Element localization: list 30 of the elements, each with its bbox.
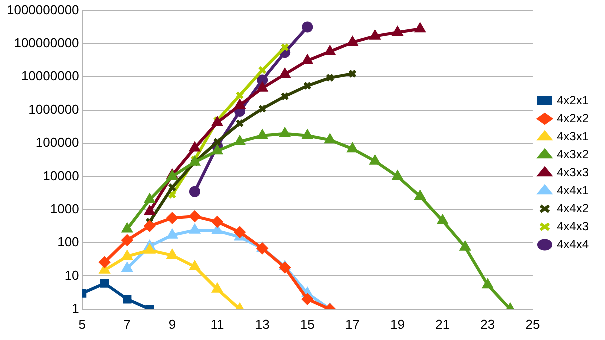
legend-label: 4x2x1	[556, 93, 590, 108]
x-tick-label: 15	[300, 316, 315, 332]
y-tick-label: 1000000	[28, 102, 80, 117]
legend-label: 4x2x2	[556, 111, 590, 126]
x-tick-label: 23	[480, 316, 496, 332]
x-tick-label: 17	[345, 316, 360, 332]
legend-label: 4x3x1	[556, 129, 590, 144]
legend-label: 4x4x2	[556, 201, 590, 216]
legend-label: 4x4x3	[556, 219, 590, 234]
y-tick-label: 10000000	[21, 68, 80, 84]
x-tick-label: 19	[390, 316, 406, 332]
y-tick-label: 100000	[36, 135, 80, 150]
legend-label: 4x3x3	[556, 165, 590, 180]
y-tick-label: 1000	[50, 201, 80, 216]
y-tick-label: 10000	[43, 168, 80, 184]
x-tick-label: 13	[255, 316, 270, 332]
y-tick-label: 1000000000	[6, 2, 80, 18]
x-tick-label: 21	[436, 316, 450, 332]
y-tick-label: 10	[64, 268, 80, 283]
y-tick-label: 100	[58, 234, 80, 250]
y-tick-label: 1	[72, 300, 80, 316]
legend-label: 4x4x1	[556, 183, 590, 198]
legend-label: 4x3x2	[556, 147, 590, 162]
y-tick-label: 100000000	[14, 36, 80, 51]
x-tick-label: 5	[78, 316, 86, 332]
legend-label: 4x4x4	[556, 237, 590, 252]
x-tick-label: 25	[526, 316, 540, 332]
x-tick-label: 7	[124, 316, 131, 332]
x-tick-label: 9	[168, 316, 176, 332]
x-tick-label: 11	[210, 316, 224, 332]
